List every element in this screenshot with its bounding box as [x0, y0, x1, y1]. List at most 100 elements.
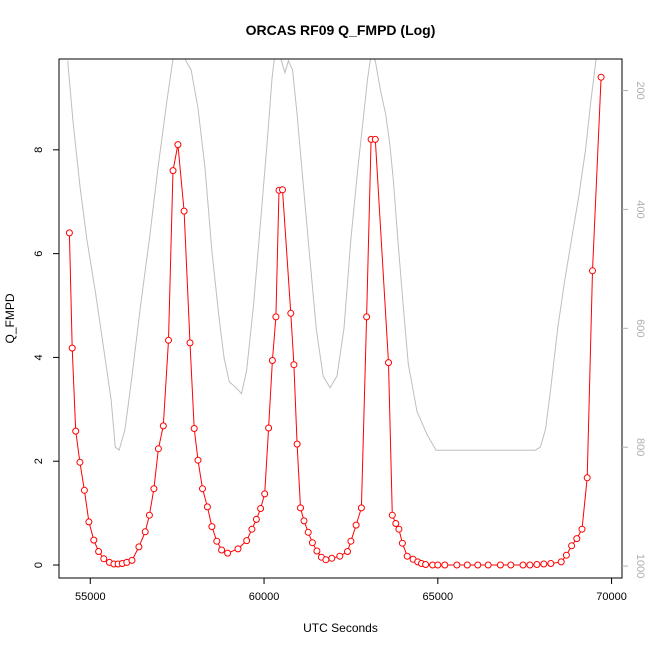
data-point [347, 537, 355, 545]
data-point [526, 561, 534, 569]
data-point [434, 561, 442, 569]
data-point [194, 456, 202, 464]
data-point [72, 427, 80, 435]
data-point [135, 543, 143, 551]
data-point [80, 486, 88, 494]
data-point [199, 485, 206, 493]
data-point [357, 504, 365, 512]
secondary-trace-line [67, 59, 597, 452]
right-tick-label: 200 [634, 81, 646, 99]
data-point [213, 537, 221, 545]
data-point [154, 445, 162, 453]
data-point [186, 339, 194, 347]
chart-title: ORCAS RF09 Q_FMPD (Log) [246, 22, 436, 38]
data-point [453, 561, 461, 569]
data-point [169, 167, 177, 175]
data-point [540, 560, 548, 568]
data-point [547, 560, 555, 567]
x-axis: 55000 60000 65000 70000 [75, 578, 627, 603]
data-point [165, 336, 172, 344]
y-tick-label: 2 [33, 458, 45, 464]
data-point [150, 485, 158, 493]
data-point [371, 135, 379, 143]
y-tick-label: 8 [33, 147, 45, 153]
data-point [589, 267, 596, 275]
data-point [65, 229, 73, 237]
data-point [252, 515, 260, 523]
series-line [68, 77, 602, 566]
data-point [441, 561, 449, 569]
data-point [90, 536, 98, 544]
data-point [336, 552, 344, 560]
data-point [95, 548, 103, 555]
right-tick-label: 800 [634, 438, 646, 456]
data-point [507, 561, 515, 569]
y-tick-label: 4 [33, 354, 45, 360]
data-point [159, 422, 167, 430]
data-point [268, 357, 276, 364]
data-point [145, 511, 153, 519]
data-point [279, 186, 286, 194]
data-point [261, 490, 269, 498]
data-point [583, 474, 591, 482]
y-tick-label: 0 [33, 562, 45, 568]
data-point [322, 556, 330, 564]
y-axis: 0 2 4 6 8 [33, 147, 59, 568]
data-point [76, 458, 84, 466]
data-point [287, 309, 295, 317]
data-point [297, 504, 304, 512]
data-point [385, 359, 392, 367]
data-point [463, 561, 471, 569]
data-point [141, 528, 149, 536]
data-point [474, 561, 482, 569]
x-tick-label: 60000 [249, 591, 280, 603]
data-point [248, 525, 256, 533]
data-point [234, 545, 242, 553]
secondary-trace-layer [67, 59, 597, 452]
right-tick-label: 400 [634, 200, 646, 218]
data-point [174, 141, 182, 149]
data-point [257, 505, 265, 512]
data-point [352, 521, 360, 529]
y-axis-label: Q_FMPD [3, 293, 17, 343]
data-point [344, 548, 351, 555]
plot-frame [58, 58, 623, 579]
data-point [203, 503, 211, 511]
right-tick-label: 1000 [634, 554, 646, 578]
data-point [68, 344, 76, 352]
data-point [300, 517, 308, 525]
data-point [597, 73, 605, 81]
data-point [265, 424, 273, 432]
data-point [395, 525, 403, 533]
data-point [403, 552, 411, 560]
data-point [496, 561, 504, 569]
data-point [290, 361, 298, 369]
data-point [128, 556, 136, 564]
x-tick-label: 55000 [75, 591, 106, 603]
right-tick-label: 600 [634, 319, 646, 337]
data-point [180, 207, 188, 215]
x-tick-label: 65000 [423, 591, 454, 603]
data-point [190, 425, 198, 432]
data-point [304, 528, 312, 536]
data-point [484, 561, 492, 569]
data-point [85, 518, 93, 526]
data-point [218, 546, 226, 554]
data-point [308, 539, 316, 547]
data-point [562, 551, 570, 559]
data-point [293, 440, 301, 448]
data-point [398, 539, 406, 547]
data-point [573, 535, 581, 543]
data-point [208, 523, 216, 531]
x-tick-label: 70000 [596, 591, 627, 603]
data-point [272, 313, 280, 321]
data-point [388, 511, 396, 519]
data-point [422, 561, 430, 568]
data-point [568, 542, 576, 550]
data-point [363, 313, 371, 321]
x-axis-label: UTC Seconds [303, 621, 378, 635]
series-layer [65, 73, 605, 569]
data-point [100, 555, 108, 563]
right-axis: 200 400 600 800 1000 [622, 81, 646, 578]
